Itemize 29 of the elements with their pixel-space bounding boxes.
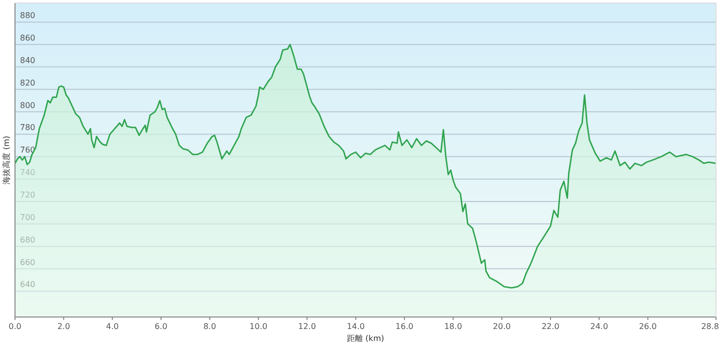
y-tick-label: 640 <box>20 280 36 290</box>
y-tick-label: 860 <box>20 33 36 42</box>
x-tick-label: 0.0 <box>8 322 22 331</box>
x-tick-label: 16.0 <box>396 322 414 331</box>
x-tick-label: 18.0 <box>444 322 462 331</box>
y-axis-title: 海抜高度 (m) <box>2 136 11 184</box>
x-tick-label: 12.0 <box>298 322 316 331</box>
y-tick-label: 840 <box>20 56 36 65</box>
y-tick-label: 680 <box>20 235 36 244</box>
x-tick-label: 6.0 <box>154 322 168 331</box>
x-tick-label: 8.0 <box>203 322 216 331</box>
x-axis-title: 距離 (km) <box>346 334 384 343</box>
x-tick-label: 20.0 <box>492 322 511 331</box>
y-tick-label: 740 <box>20 168 36 178</box>
x-tick-label: 28.8 <box>701 322 719 331</box>
y-tick-label: 800 <box>20 100 36 110</box>
y-tick-label: 780 <box>20 123 36 132</box>
y-tick-label: 880 <box>20 11 36 20</box>
x-tick-label: 26.0 <box>638 322 657 331</box>
y-tick-label: 820 <box>20 78 36 88</box>
x-tick-label: 14.0 <box>346 322 365 331</box>
x-tick-label: 4.0 <box>106 322 119 331</box>
y-tick-label: 700 <box>20 212 36 222</box>
x-tick-label: 10.0 <box>249 322 268 331</box>
x-tick-label: 24.0 <box>590 322 608 331</box>
y-tick-label: 660 <box>20 258 36 267</box>
y-tick-label: 720 <box>20 190 36 200</box>
x-tick-label: 2.0 <box>57 322 70 331</box>
x-tick-label: 22.0 <box>542 322 560 331</box>
